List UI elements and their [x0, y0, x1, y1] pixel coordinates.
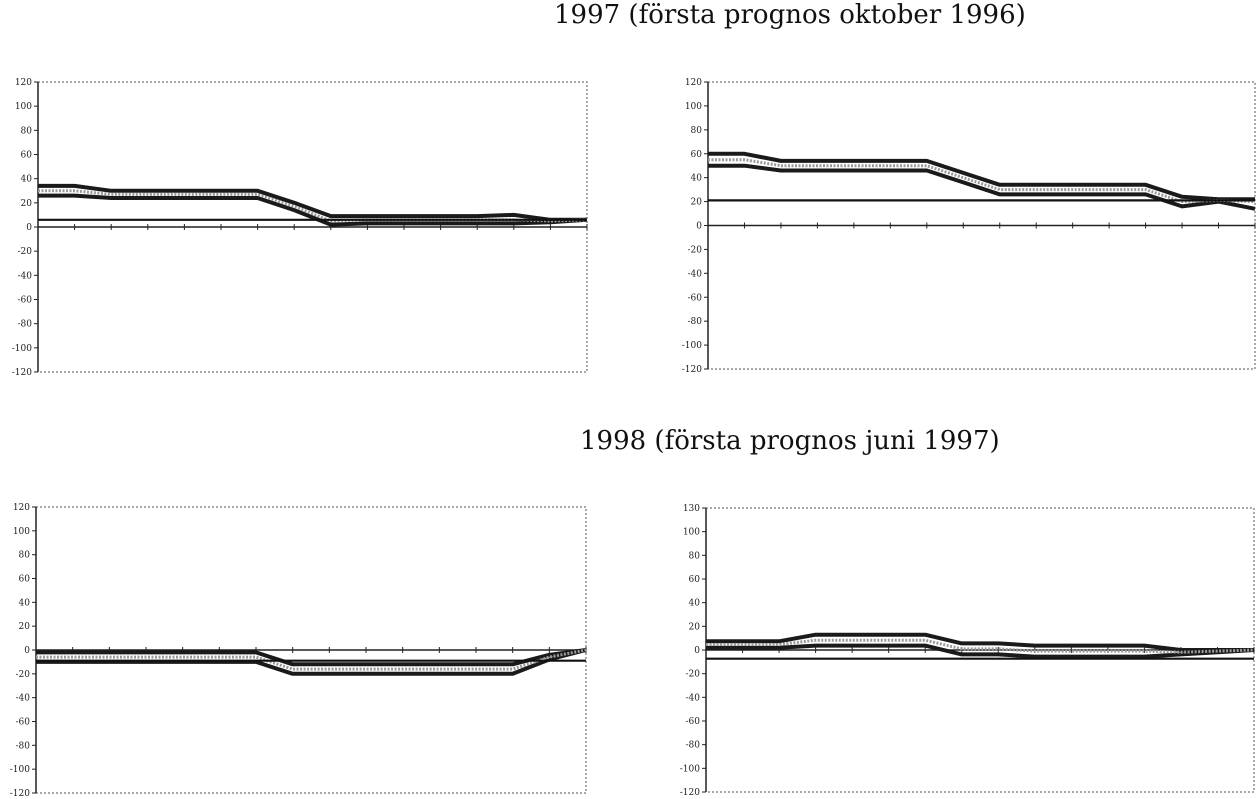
y-tick-label: 60: [21, 151, 33, 161]
y-tick-label: 20: [691, 198, 703, 208]
y-tick-label: -80: [688, 317, 703, 327]
y-tick-label: 120: [685, 78, 702, 88]
y-tick-label: -20: [18, 247, 33, 257]
section-title-1998: 1998 (första prognos juni 1997): [580, 426, 1000, 456]
series-line-mean: [36, 648, 587, 671]
y-tick-label: 120: [15, 78, 32, 88]
y-tick-label: -100: [10, 765, 30, 775]
y-tick-label: 0: [26, 223, 32, 233]
y-tick-label: -120: [12, 368, 32, 378]
y-tick-label: -60: [688, 293, 703, 303]
series-line-band-lower: [36, 648, 587, 676]
y-tick-label: -20: [686, 670, 701, 680]
y-tick-label: 130: [683, 504, 700, 514]
y-tick-label: 0: [24, 646, 30, 656]
y-tick-label: 20: [21, 199, 33, 209]
y-tick-label: 60: [691, 150, 703, 160]
y-tick-label: 100: [685, 102, 702, 112]
series-line-band-lower: [706, 643, 1255, 659]
y-tick-label: -40: [688, 269, 703, 279]
y-tick-label: 20: [689, 622, 701, 632]
y-tick-label: 60: [19, 575, 31, 585]
y-tick-label: -20: [688, 245, 703, 255]
series-line-band-upper: [708, 151, 1255, 202]
series-line-band-upper: [706, 632, 1254, 652]
series-line-mean: [706, 638, 1255, 654]
y-tick-label: -100: [682, 341, 702, 351]
y-tick-label: -60: [18, 296, 33, 306]
y-tick-label: -120: [10, 789, 30, 799]
y-tick-label: 40: [19, 598, 31, 608]
y-tick-label: 80: [689, 551, 701, 561]
chart-panel-1: 120 100 80 60 40 20 0 -20 -40 -60 -80 -100 -120: [12, 78, 588, 378]
chart-panel-3: 120 100 80 60 40 20 0 -20 -40 -60 -80 -100 -120: [10, 503, 587, 799]
y-tick-label: 100: [13, 527, 30, 537]
y-tick-label: 40: [689, 599, 701, 609]
y-tick-label: 20: [19, 622, 31, 632]
y-tick-label: 80: [19, 551, 31, 561]
y-tick-label: -20: [16, 670, 31, 680]
y-tick-label: 0: [696, 222, 702, 232]
series-line-band-lower: [708, 163, 1256, 211]
y-tick-label: -80: [18, 320, 33, 330]
y-tick-label: -100: [680, 764, 700, 774]
y-tick-label: 40: [691, 174, 703, 184]
y-tick-label: -60: [686, 717, 701, 727]
chart-panel-4: 130 100 80 60 40 20 0 -20 -40 -60 -80 -100 -120: [680, 504, 1255, 798]
y-tick-label: -40: [686, 693, 701, 703]
section-title-1997: 1997 (första prognos oktober 1996): [554, 0, 1026, 30]
series-line-band-upper: [36, 648, 587, 667]
y-tick-label: -40: [16, 694, 31, 704]
y-tick-label: 80: [21, 126, 33, 136]
series-line-mean: [708, 158, 1256, 204]
y-tick-label: -40: [18, 271, 33, 281]
y-tick-label: 100: [683, 528, 700, 538]
y-tick-label: -80: [686, 741, 701, 751]
y-tick-label: -80: [16, 741, 31, 751]
y-tick-label: 120: [13, 503, 30, 513]
y-tick-label: 100: [15, 102, 32, 112]
y-tick-label: -100: [12, 344, 32, 354]
y-tick-label: -60: [16, 718, 31, 728]
chart-panel-2: 120 100 80 60 40 20 0 -20 -40 -60 -80 -100 -120: [682, 78, 1256, 375]
y-tick-label: -120: [682, 365, 702, 375]
y-tick-label: 0: [694, 646, 700, 656]
y-tick-label: 60: [689, 575, 701, 585]
y-tick-label: 80: [691, 126, 703, 136]
y-tick-label: 40: [21, 175, 33, 185]
series-line-band-lower: [38, 193, 588, 227]
series-line-band-upper: [38, 183, 587, 222]
y-tick-label: -120: [680, 788, 700, 798]
